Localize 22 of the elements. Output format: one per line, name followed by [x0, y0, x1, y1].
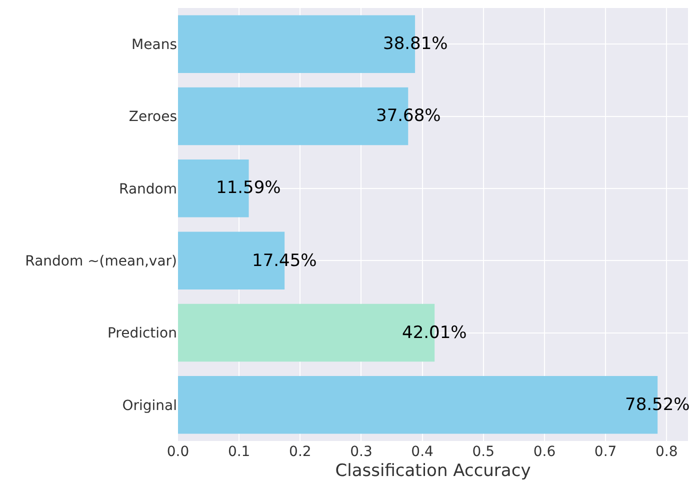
data-label: 38.81% — [383, 34, 448, 54]
x-tick-label: 0.7 — [594, 444, 617, 460]
x-tick-label: 0.0 — [166, 444, 190, 460]
data-label: 37.68% — [376, 106, 441, 126]
data-label: 17.45% — [252, 251, 317, 271]
y-tick-label: Zeroes — [128, 109, 177, 126]
x-axis-title: Classification Accuracy — [335, 461, 531, 481]
y-tick-label: Means — [132, 36, 177, 53]
x-tick-label: 0.2 — [289, 444, 312, 460]
y-tick-label: Original — [122, 398, 177, 414]
data-label: 78.52% — [625, 395, 690, 415]
data-label: 11.59% — [216, 178, 281, 198]
y-tick-label: Prediction — [107, 326, 177, 342]
x-tick-label: 0.5 — [472, 444, 495, 460]
y-tick-label: Random — [119, 181, 177, 198]
y-tick-label: Random ~(mean,var) — [25, 253, 177, 270]
data-label: 42.01% — [402, 323, 467, 343]
x-tick-label: 0.6 — [533, 444, 556, 460]
x-tick-label: 0.8 — [655, 444, 678, 460]
x-tick-label: 0.1 — [228, 444, 250, 460]
x-tick-label: 0.3 — [350, 444, 372, 460]
x-tick-label: 0.4 — [411, 444, 434, 460]
